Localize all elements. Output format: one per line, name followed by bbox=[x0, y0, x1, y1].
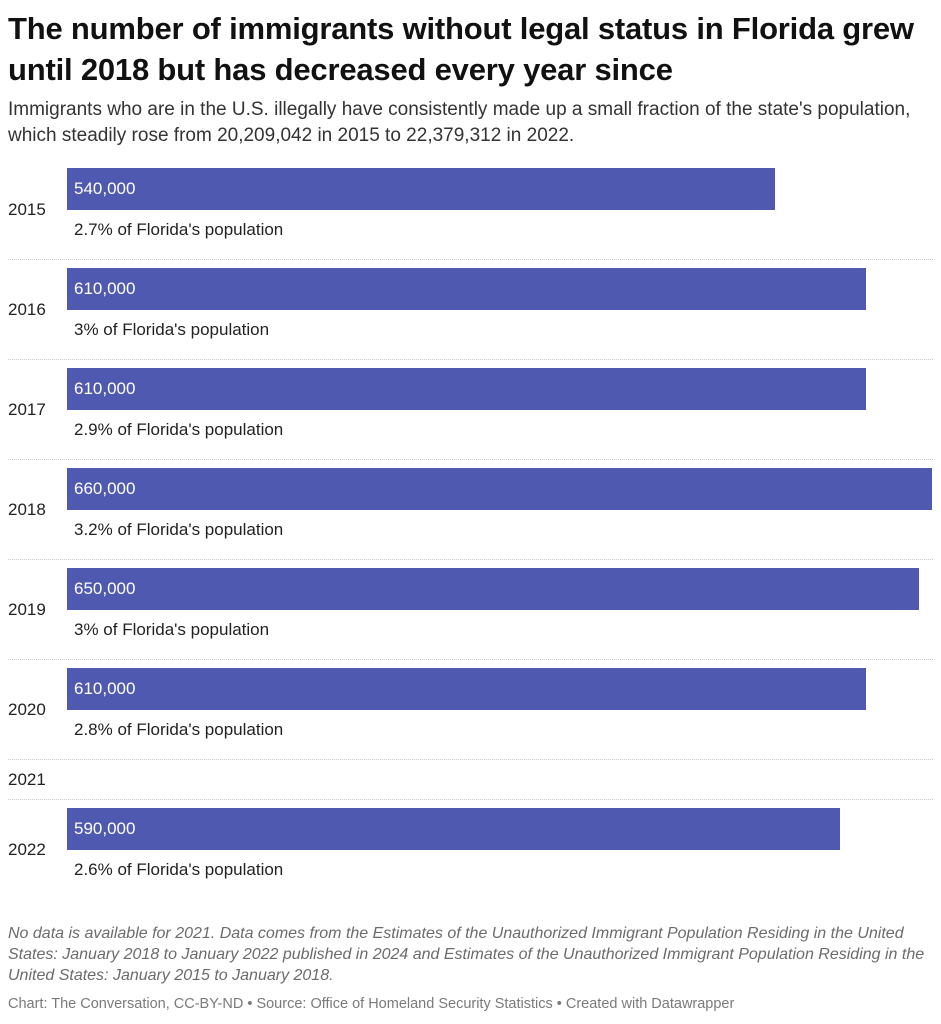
bar-2018 bbox=[67, 468, 932, 510]
bar-value-label-2017: 610,000 bbox=[74, 379, 136, 398]
bar-2017 bbox=[67, 368, 866, 410]
bar-value-label-2022: 590,000 bbox=[74, 819, 136, 838]
chart-title: The number of immigrants without legal s… bbox=[8, 11, 914, 87]
bar-value-label-2015: 540,000 bbox=[74, 179, 136, 198]
year-label-2022: 2022 bbox=[8, 840, 46, 859]
population-share-label-2015: 2.7% of Florida's population bbox=[74, 220, 284, 239]
population-share-label-2016: 3% of Florida's population bbox=[74, 320, 270, 339]
bar-2019 bbox=[67, 568, 919, 610]
population-share-label-2019: 3% of Florida's population bbox=[74, 620, 270, 639]
bar-value-label-2016: 610,000 bbox=[74, 279, 136, 298]
population-share-label-2017: 2.9% of Florida's population bbox=[74, 420, 284, 439]
bar-row-2017: 2017 610,000 2.9% of Florida's population bbox=[8, 360, 933, 460]
year-label-2016: 2016 bbox=[8, 300, 46, 319]
population-share-label-2018: 3.2% of Florida's population bbox=[74, 520, 284, 539]
bar-2015 bbox=[67, 168, 775, 210]
bar-chart: 2015 540,000 2.7% of Florida's population 2… bbox=[0, 160, 941, 900]
population-share-label-2020: 2.8% of Florida's population bbox=[74, 720, 284, 739]
bar-2022 bbox=[67, 808, 840, 850]
bar-row-2018: 2018 660,000 3.2% of Florida's population bbox=[8, 460, 933, 560]
year-label-2018: 2018 bbox=[8, 500, 46, 519]
bar-2016 bbox=[67, 268, 866, 310]
bar-row-2022: 2022 590,000 2.6% of Florida's population bbox=[8, 800, 933, 899]
bar-row-2015: 2015 540,000 2.7% of Florida's population bbox=[8, 160, 933, 260]
year-label-2021: 2021 bbox=[8, 770, 46, 789]
population-share-label-2022: 2.6% of Florida's population bbox=[74, 860, 284, 879]
chart-subtitle: Immigrants who are in the U.S. illegally… bbox=[8, 99, 911, 146]
bar-row-2019: 2019 650,000 3% of Florida's population bbox=[8, 560, 933, 660]
year-label-2015: 2015 bbox=[8, 200, 46, 219]
year-label-2017: 2017 bbox=[8, 400, 46, 419]
year-label-2020: 2020 bbox=[8, 700, 46, 719]
bar-row-2020: 2020 610,000 2.8% of Florida's population bbox=[8, 660, 933, 760]
chart-notes: No data is available for 2021. Data come… bbox=[8, 925, 925, 984]
bar-row-2016: 2016 610,000 3% of Florida's population bbox=[8, 260, 933, 360]
bar-row-2021: 2021 bbox=[8, 760, 933, 800]
year-label-2019: 2019 bbox=[8, 600, 46, 619]
bar-value-label-2019: 650,000 bbox=[74, 579, 136, 598]
bar-value-label-2018: 660,000 bbox=[74, 479, 136, 498]
bar-2020 bbox=[67, 668, 866, 710]
bar-value-label-2020: 610,000 bbox=[74, 679, 136, 698]
chart-footer: Chart: The Conversation, CC-BY-ND • Sour… bbox=[8, 996, 735, 1012]
